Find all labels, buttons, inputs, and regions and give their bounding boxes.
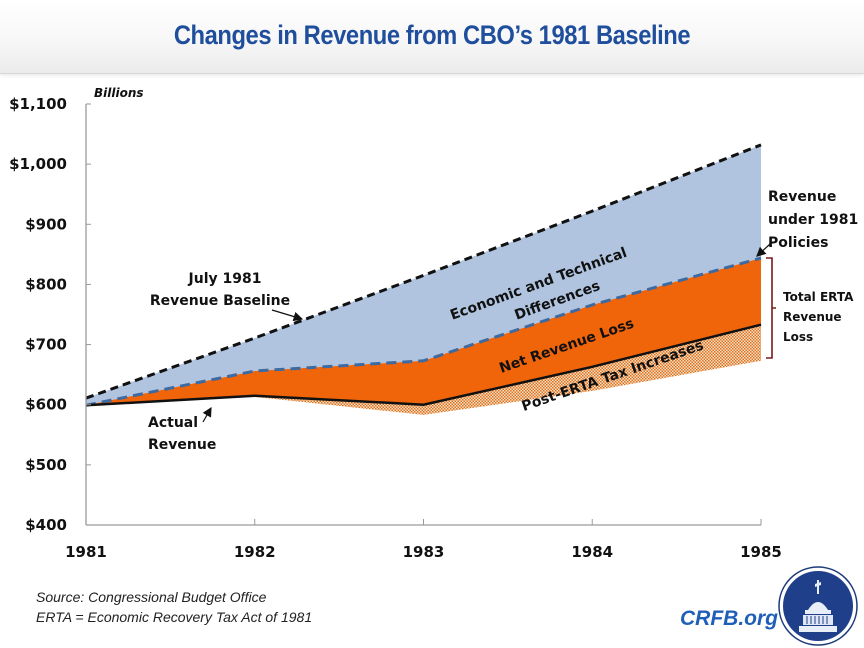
y-tick-label: $1,100 xyxy=(9,95,67,113)
line-july-1981-baseline xyxy=(85,143,762,400)
band-post-erta-tax-increases xyxy=(86,324,761,415)
y-tick-label: $500 xyxy=(25,456,67,474)
annotation-policies-line2: under 1981 xyxy=(768,212,858,228)
x-tick-label: 1985 xyxy=(740,543,782,561)
x-tick-label: 1984 xyxy=(571,543,613,561)
y-tick-label: $400 xyxy=(25,516,67,534)
line-actual-revenue xyxy=(85,323,762,407)
brand-link[interactable]: CRFB.org xyxy=(680,607,778,630)
arrow-policies xyxy=(756,243,771,257)
x-tick-label: 1983 xyxy=(403,543,445,561)
annotation-baseline-line1: July 1981 xyxy=(188,271,262,287)
x-tick-label: 1982 xyxy=(234,543,276,561)
axes: $400 $500 $600 $700 $800 $900 $1,000 $1,100 1981… xyxy=(9,95,782,561)
x-tick-label: 1981 xyxy=(65,543,107,561)
band-economic-technical-differences xyxy=(86,144,761,406)
arrow-baseline xyxy=(271,309,304,322)
chart-title: Changes in Revenue from CBO’s 1981 Basel… xyxy=(173,20,691,50)
y-tick-label: $1,000 xyxy=(9,155,67,173)
band-net-revenue-loss xyxy=(86,258,761,406)
line-revenue-under-1981-policies xyxy=(85,256,762,407)
y-axis-unit-label: Billions xyxy=(94,86,144,100)
annotation-actual-line1: Actual xyxy=(148,415,198,431)
bracket-total-erta xyxy=(766,257,776,359)
arrow-actual xyxy=(202,406,212,423)
annotation-baseline-line2: Revenue Baseline xyxy=(150,293,290,309)
annotation-total-line3: Loss xyxy=(783,330,813,344)
source-note: Source: Congressional Budget Office xyxy=(36,589,267,605)
y-tick-label: $900 xyxy=(25,215,67,233)
y-tick-label: $800 xyxy=(25,275,67,293)
y-tick-label: $600 xyxy=(25,396,67,414)
erta-definition-note: ERTA = Economic Recovery Tax Act of 1981 xyxy=(36,609,313,625)
annotation-actual-line2: Revenue xyxy=(148,437,216,453)
header-bar: Changes in Revenue from CBO’s 1981 Basel… xyxy=(0,0,864,74)
annotation-total-line1: Total ERTA xyxy=(783,290,854,304)
annotation-policies-line3: Policies xyxy=(768,235,828,251)
annotation-total-line2: Revenue xyxy=(783,310,842,324)
y-tick-label: $700 xyxy=(25,336,67,354)
annotation-policies-line1: Revenue xyxy=(768,189,836,205)
crfb-logo-icon xyxy=(778,566,858,646)
